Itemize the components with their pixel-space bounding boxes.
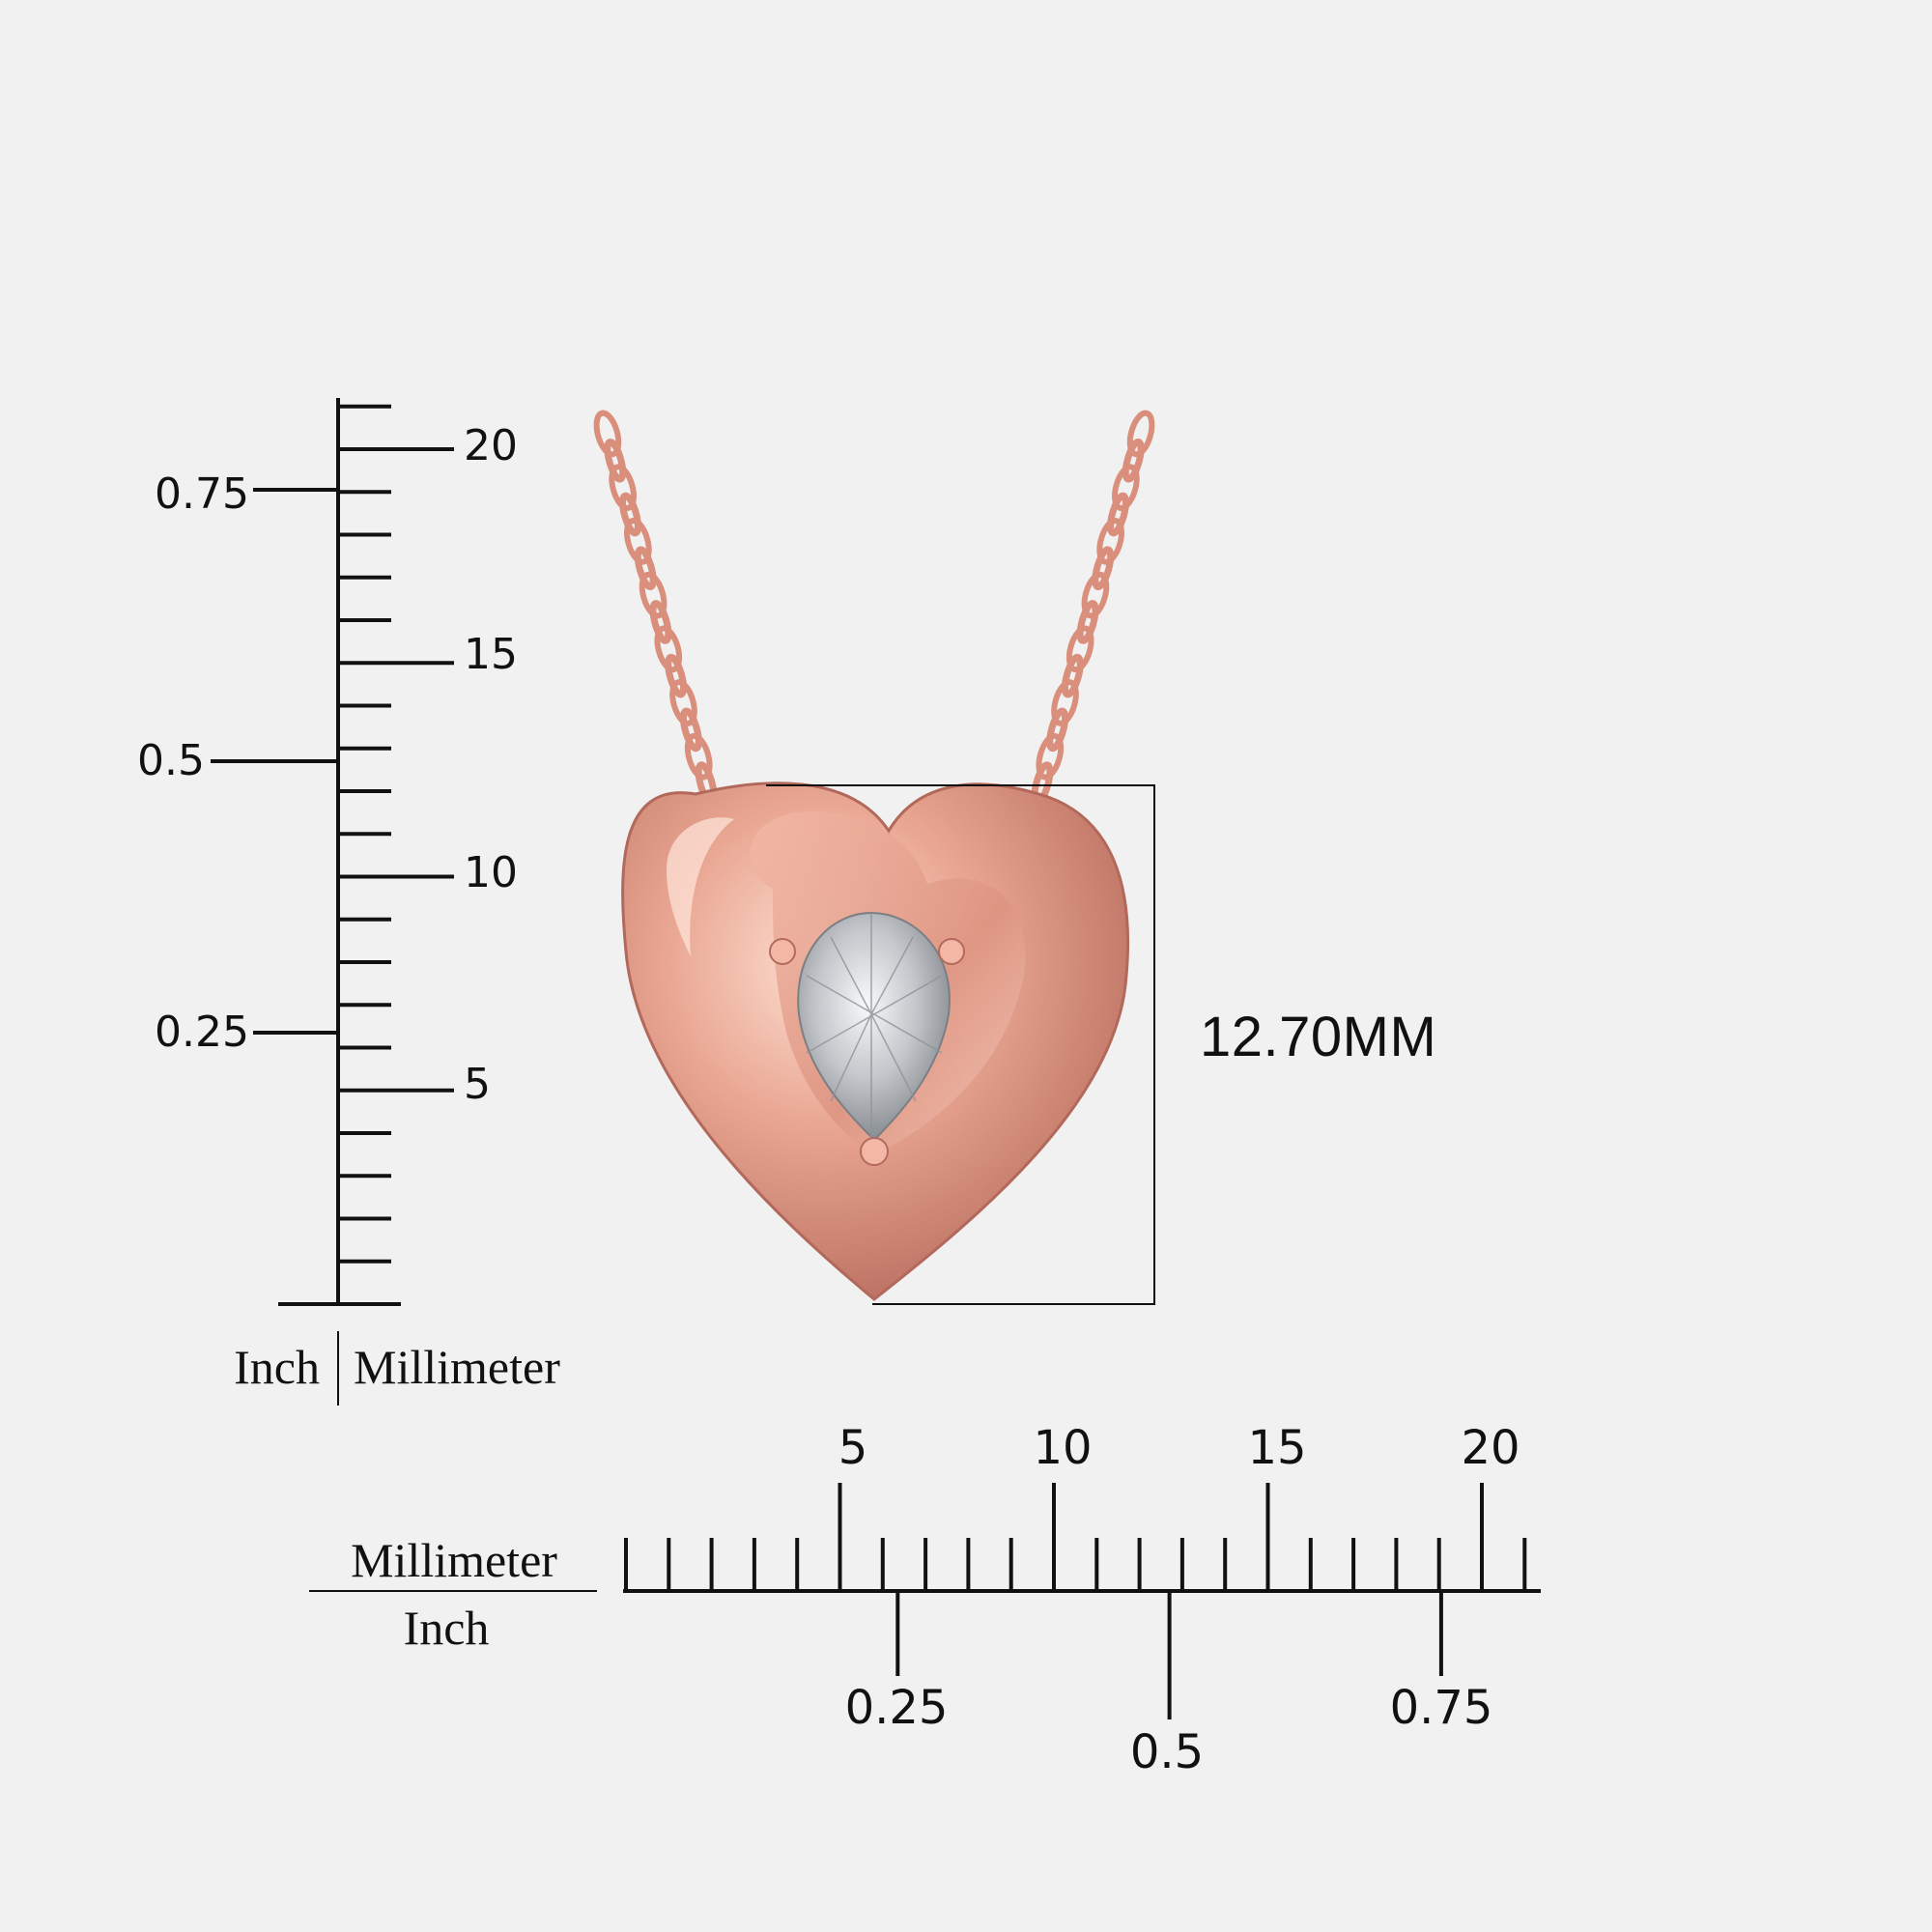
chain-link [684,732,713,781]
chain-link [1092,546,1115,591]
chain-link [1076,600,1099,644]
chain-link [1036,732,1065,781]
chain-link [1126,410,1155,458]
diamond-facets [806,913,943,1140]
heart-pendant [621,781,1130,1301]
dimension-bracket [766,784,1155,1305]
chain-link [1051,679,1079,726]
chain-link [619,492,641,537]
vertical-inch-ticks [211,488,338,1036]
horizontal-mm-tick-label-15: 15 [1247,1421,1306,1475]
horizontal-ruler: 5 10 15 20 0.25 0.5 0.75 Millimeter Inch [309,1421,1541,1779]
horizontal-inch-tick-label-0.75: 0.75 [1390,1681,1493,1735]
horizontal-ruler-labels: 5 10 15 20 0.25 0.5 0.75 [838,1421,1520,1779]
vertical-ruler: 5 10 15 20 0.25 0.5 0.75 Inch Millimeter [137,398,560,1406]
horizontal-mm-tick-label-10: 10 [1033,1421,1092,1475]
chain-link [593,410,622,458]
vertical-inch-unit-label: Inch [234,1340,320,1394]
horizontal-inch-ticks [895,1591,1443,1719]
chain-link [649,600,672,644]
horizontal-mm-tick-label-20: 20 [1461,1421,1520,1475]
vertical-mm-unit-label: Millimeter [354,1340,560,1394]
chain-link [679,707,702,753]
prong-bottom [860,1137,889,1166]
horizontal-inch-tick-label-0.25: 0.25 [845,1681,949,1735]
vertical-inch-tick-label-0.25: 0.25 [155,1008,249,1057]
vertical-mm-ticks [338,404,454,1264]
prong-left [769,938,796,965]
chain-link [639,571,668,619]
chain-link [1096,518,1124,565]
chain-link [1081,571,1110,619]
horizontal-inch-unit-label: Inch [404,1601,490,1655]
vertical-ruler-labels: 5 10 15 20 0.25 0.5 0.75 [137,421,518,1109]
chain-right [1031,410,1155,806]
chain-link [634,546,657,591]
necklace-chain [593,410,1155,806]
heart-highlight [667,817,734,956]
vertical-mm-tick-label-20: 20 [464,421,518,470]
chain-link [1122,438,1145,483]
chain-link [624,518,652,565]
chain-link [654,625,683,673]
horizontal-mm-ticks [624,1483,1527,1591]
vertical-mm-tick-label-15: 15 [464,630,518,679]
horizontal-inch-tick-label-0.5: 0.5 [1130,1725,1204,1779]
vertical-mm-tick-label-10: 10 [464,848,518,897]
horizontal-mm-unit-label: Millimeter [351,1533,557,1587]
horizontal-mm-tick-label-5: 5 [838,1421,868,1475]
vertical-inch-tick-label-0.5: 0.5 [137,736,205,785]
vertical-inch-tick-label-0.75: 0.75 [155,469,249,519]
chain-link [1061,653,1084,698]
chain-left [593,410,718,806]
chain-link [669,679,697,726]
chain-link [1046,707,1069,753]
chain-link [609,464,637,511]
vertical-mm-tick-label-5: 5 [464,1060,491,1109]
chain-link [604,438,627,483]
dimension-label: 12.70MM [1200,1006,1437,1068]
prong-right [938,938,965,965]
chain-link [665,653,688,698]
chain-link [1112,464,1140,511]
chain-link [1065,625,1094,673]
chain-link [1107,492,1129,537]
